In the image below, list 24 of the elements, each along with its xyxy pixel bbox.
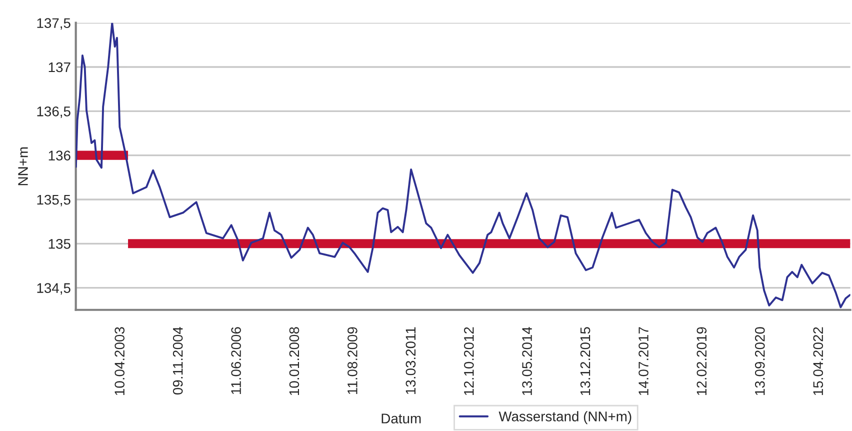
x-axis-title: Datum [382,414,421,424]
y-tick-label: 136 [48,150,70,160]
x-tick-label: 12.02.2019 [696,327,707,395]
x-tick-label: 13.12.2015 [580,327,590,395]
y-tick-label: 135 [48,238,70,249]
line-series [76,22,850,308]
x-tick-label: 13.05.2014 [522,326,532,395]
y-axis-title: NN+m [18,147,28,186]
y-tick-label: 137 [48,62,70,72]
y-tick-label: 134,5 [37,283,70,295]
x-tick-label: 15.04.2022 [813,327,824,395]
x-tick-label: 10.01.2008 [289,327,300,395]
x-tick-label: 12.10.2012 [464,327,474,395]
y-tick-label: 137,5 [37,18,70,30]
x-tick-label: 13.03.2011 [406,327,416,394]
x-tick-label: 10.04.2003 [114,327,125,395]
x-tick-label: 11.06.2006 [231,327,241,394]
x-tick-label: 13.09.2020 [754,327,765,395]
legend-label: Wasserstand (NN+m) [498,411,632,424]
x-tick-label: 14.07.2017 [638,327,648,395]
y-tick-label: 135,5 [37,194,70,206]
x-tick-label: 11.08.2009 [348,327,358,394]
x-tick-label: 09.11.2004 [172,326,183,394]
y-tick-label: 136,5 [37,106,70,118]
